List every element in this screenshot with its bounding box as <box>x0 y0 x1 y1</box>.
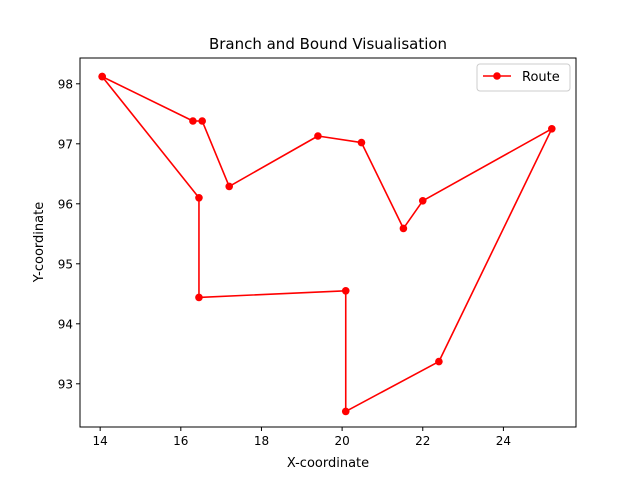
plot-content <box>98 72 556 416</box>
y-tick-label: 93 <box>58 377 73 391</box>
route-point <box>98 72 106 81</box>
y-tick-label: 96 <box>58 197 73 211</box>
legend-box <box>476 63 571 92</box>
route-point <box>341 407 350 416</box>
x-tick-label: 18 <box>254 434 269 448</box>
x-tick-label: 14 <box>93 434 108 448</box>
y-axis-ticks: 93 94 95 96 97 98 <box>58 77 80 391</box>
legend-marker-swatch <box>493 72 501 80</box>
route-point <box>435 357 443 366</box>
x-tick-label: 24 <box>496 434 511 448</box>
route-point <box>548 125 556 133</box>
legend-label-route: Route <box>522 70 560 85</box>
chart-title: Branch and Bound Visualisation <box>209 35 447 53</box>
x-tick-label: 22 <box>415 434 430 448</box>
route-point <box>341 287 350 295</box>
route-point <box>195 293 203 302</box>
route-point <box>225 182 234 191</box>
route-point <box>195 194 203 202</box>
y-tick-label: 98 <box>58 77 73 91</box>
y-tick-label: 95 <box>58 257 73 271</box>
x-axis-label: X-coordinate <box>287 456 369 471</box>
x-tick-label: 20 <box>334 434 349 448</box>
x-tick-label: 16 <box>173 434 188 448</box>
plot-frame <box>79 57 577 428</box>
y-tick-label: 94 <box>58 317 73 331</box>
route-point <box>357 138 366 147</box>
x-axis-ticks: 14 16 18 20 22 24 <box>93 427 511 448</box>
y-axis-label: Y-coordinate <box>32 202 47 283</box>
route-point <box>189 117 197 125</box>
route-point <box>418 197 427 205</box>
y-tick-label: 97 <box>58 137 73 151</box>
route-point <box>198 117 206 125</box>
route-point <box>399 224 408 233</box>
chart-legend: Route <box>476 63 571 92</box>
route-point <box>314 132 322 140</box>
